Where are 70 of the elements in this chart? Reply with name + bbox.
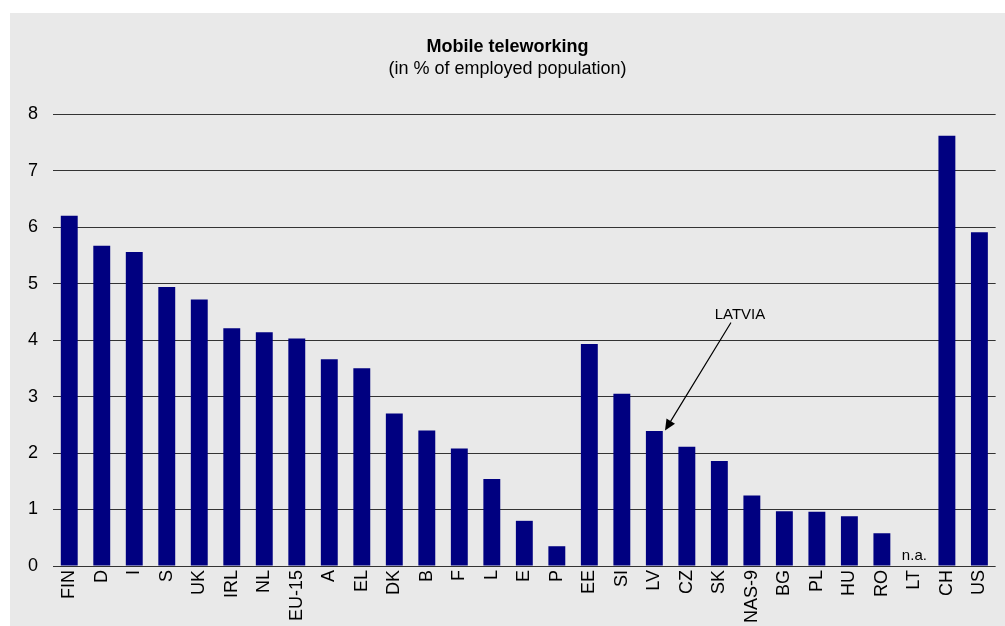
y-tick-label: 0	[27, 554, 38, 575]
y-tick-label: 7	[27, 159, 38, 180]
annotation: n.a.	[901, 546, 927, 563]
x-tick-label: RO	[870, 570, 891, 597]
x-tick-label: A	[318, 570, 339, 583]
bar	[450, 448, 468, 566]
chart-subtitle: (in % of employed population)	[388, 58, 627, 79]
bar	[970, 232, 988, 566]
y-tick-label: 6	[27, 216, 38, 237]
bar	[710, 460, 728, 566]
bar	[645, 431, 663, 566]
x-tick-label: D	[90, 570, 111, 583]
x-tick-label: BG	[773, 570, 794, 597]
x-tick-label: P	[545, 570, 566, 583]
bar	[190, 299, 208, 566]
y-tick-label: 2	[27, 442, 38, 463]
y-tick-label: 3	[27, 385, 38, 406]
x-tick-label: EL	[350, 570, 371, 593]
bar	[743, 495, 761, 566]
x-tick-label: LT	[903, 570, 924, 590]
x-tick-label: SK	[708, 570, 729, 595]
x-tick-label: EU-15	[285, 570, 306, 622]
bar	[613, 393, 631, 566]
bar	[580, 344, 598, 566]
x-tick-label: UK	[188, 570, 209, 596]
bar	[223, 328, 241, 566]
bar	[385, 413, 403, 566]
x-tick-label: F	[448, 570, 469, 581]
bar	[808, 511, 826, 566]
bar	[873, 533, 891, 566]
y-tick-label: 1	[27, 498, 38, 519]
x-tick-label: EE	[578, 570, 599, 595]
bar	[320, 359, 338, 566]
bar	[418, 430, 436, 566]
x-tick-label: E	[513, 570, 534, 583]
x-tick-label: FIN	[58, 570, 79, 599]
bar	[255, 332, 273, 566]
x-tick-label: NAS-9	[740, 570, 761, 624]
bar	[775, 511, 793, 566]
x-tick-label: S	[155, 570, 176, 583]
bar	[353, 368, 371, 566]
bar	[548, 546, 566, 566]
annotation: LATVIA	[714, 305, 766, 323]
bar	[60, 215, 78, 566]
bar	[288, 338, 306, 566]
bar	[158, 287, 176, 566]
bar	[125, 252, 143, 566]
bar	[483, 479, 501, 566]
x-tick-label: CH	[935, 570, 956, 596]
x-tick-label: IRL	[220, 570, 241, 599]
y-tick-label: 5	[27, 272, 38, 293]
x-tick-label: CZ	[675, 570, 696, 594]
bar	[93, 245, 111, 566]
x-tick-label: US	[968, 570, 989, 596]
bar	[515, 520, 533, 566]
y-tick-label: 4	[27, 329, 38, 350]
chart-title: Mobile teleworking	[426, 35, 589, 56]
x-tick-label: PL	[805, 570, 826, 593]
x-tick-label: DK	[383, 570, 404, 596]
x-tick-label: HU	[838, 570, 859, 596]
bar	[840, 516, 858, 566]
x-tick-label: SI	[610, 570, 631, 588]
bar	[938, 135, 956, 566]
x-tick-label: NL	[253, 570, 274, 594]
y-tick-label: 8	[27, 103, 38, 124]
x-tick-label: B	[415, 570, 436, 583]
x-tick-label: LV	[643, 570, 664, 591]
x-tick-label: I	[123, 570, 144, 576]
bar	[678, 446, 696, 566]
x-tick-label: L	[480, 570, 501, 581]
